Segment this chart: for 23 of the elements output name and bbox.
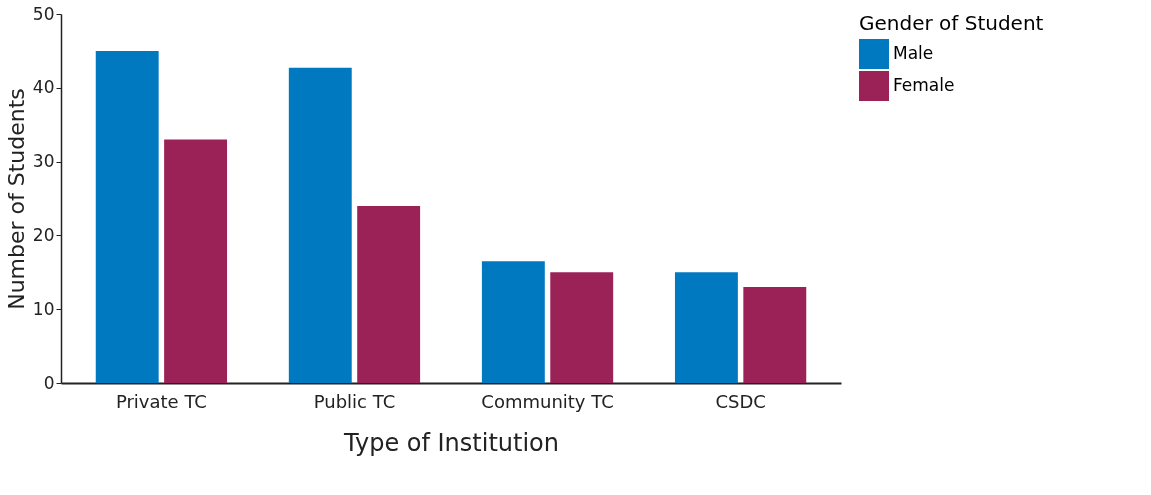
bar xyxy=(357,205,421,383)
legend-title: Gender of Student xyxy=(859,11,1044,35)
legend-label: Female xyxy=(893,75,955,95)
bar xyxy=(481,261,545,383)
x-axis-title: Type of Institution xyxy=(343,428,559,457)
y-tick-label: 30 xyxy=(32,151,55,172)
bar xyxy=(743,287,807,383)
y-tick-label: 0 xyxy=(43,372,55,393)
bar xyxy=(288,67,352,383)
bar xyxy=(164,139,228,383)
x-tick-label: Community TC xyxy=(481,390,614,412)
y-axis-title: Number of Students xyxy=(3,88,29,310)
bar xyxy=(95,50,159,383)
x-tick-label: Private TC xyxy=(115,390,207,412)
y-tick-label: 20 xyxy=(32,224,55,245)
x-tick-label: CSDC xyxy=(715,390,766,412)
bar xyxy=(550,272,614,383)
y-tick-label: 50 xyxy=(32,3,55,24)
legend-label: Male xyxy=(893,43,934,63)
y-tick-label: 40 xyxy=(32,77,55,98)
y-tick-label: 10 xyxy=(32,298,55,319)
bar xyxy=(674,272,738,383)
x-tick-label: Public TC xyxy=(313,390,396,412)
